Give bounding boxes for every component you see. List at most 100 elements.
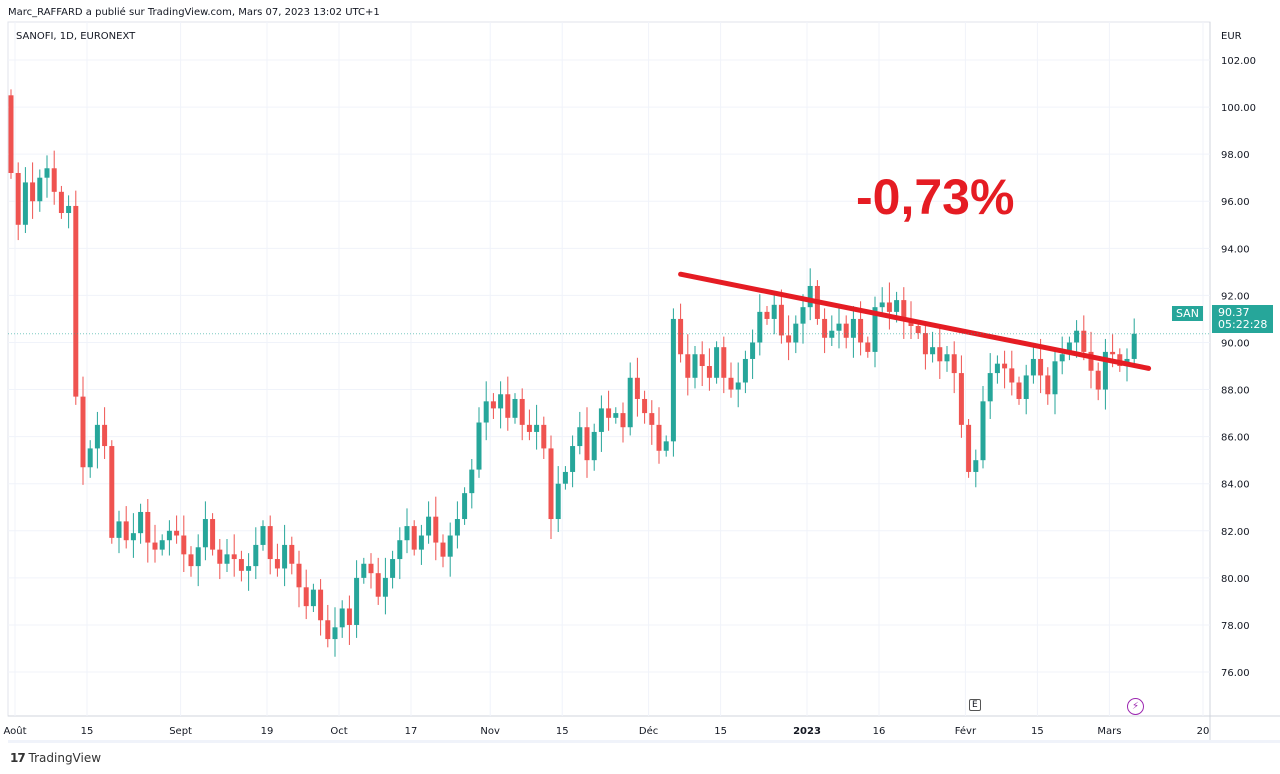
y-tick-label: 88.00 — [1221, 386, 1250, 397]
candle-body — [1131, 333, 1137, 359]
candle-body — [130, 533, 136, 541]
candle-body — [1052, 361, 1058, 395]
candle-body — [505, 394, 511, 418]
candle-body — [138, 511, 144, 534]
candle-body — [1102, 351, 1108, 390]
candle-body — [562, 471, 568, 484]
candle-body — [757, 311, 763, 343]
candle-body — [958, 373, 964, 425]
candle-body — [980, 401, 986, 461]
x-tick-label: 20 — [1197, 726, 1210, 737]
candle-body — [217, 549, 223, 564]
candle-body — [973, 460, 979, 472]
candle-body — [822, 318, 828, 338]
candle-body — [1066, 342, 1072, 355]
candle-body — [382, 577, 388, 597]
candle-body — [613, 413, 619, 418]
candle-body — [246, 566, 252, 571]
y-tick-label: 102.00 — [1221, 56, 1256, 67]
candle-body — [793, 323, 799, 343]
publisher-line: Marc_RAFFARD a publié sur TradingView.co… — [8, 7, 380, 18]
x-tick-label: Févr — [955, 725, 977, 737]
candle-body — [512, 398, 518, 418]
candle-body — [145, 511, 151, 543]
ticker-badge: SAN — [1172, 306, 1203, 321]
candle-body — [454, 519, 460, 536]
candle-body — [159, 540, 165, 550]
candle-body — [260, 526, 266, 545]
candle-body — [1023, 375, 1029, 399]
symbol-title: SANOFI, 1D, EURONEXT — [16, 31, 136, 42]
candle-body — [656, 424, 662, 451]
bar-countdown: 05:22:28 — [1218, 318, 1268, 331]
candle-body — [994, 363, 1000, 374]
candle-body — [87, 448, 93, 468]
candle-body — [1074, 330, 1080, 343]
candle-body — [858, 318, 864, 343]
candle-body — [1016, 382, 1022, 399]
candle-body — [224, 554, 230, 564]
candle-body — [1088, 351, 1094, 371]
candle-body — [174, 530, 180, 536]
candle-body — [606, 408, 612, 418]
candle-body — [274, 559, 280, 569]
candle-body — [807, 285, 813, 308]
dividend-lightning-icon[interactable]: ⚡ — [1127, 698, 1144, 715]
last-price-badge: 90.37 05:22:28 — [1212, 305, 1274, 333]
candle-body — [1110, 351, 1116, 355]
y-tick-label: 98.00 — [1221, 150, 1250, 161]
candle-body — [634, 377, 640, 399]
candle-body — [577, 427, 583, 447]
candle-body — [267, 526, 273, 560]
candle-body — [829, 330, 835, 338]
y-tick-label: 86.00 — [1221, 433, 1250, 444]
percent-change-annotation: -0,73% — [856, 169, 1015, 225]
candle-body — [390, 559, 396, 578]
candle-body — [116, 521, 122, 538]
candle-body — [289, 544, 295, 564]
candle-body — [44, 168, 50, 178]
candle-body — [872, 307, 878, 352]
candle-body — [786, 335, 792, 343]
x-tick-label: 17 — [405, 726, 418, 737]
x-tick-label: Sept — [169, 726, 192, 737]
last-price: 90.37 — [1218, 306, 1250, 319]
x-tick-label: 15 — [714, 726, 727, 737]
x-tick-label: 2023 — [793, 726, 821, 737]
candle-body — [375, 573, 381, 597]
currency-label: EUR — [1221, 31, 1242, 42]
candle-body — [800, 307, 806, 324]
x-tick-label: 19 — [261, 726, 274, 737]
candle-body — [325, 620, 331, 640]
candle-body — [879, 302, 885, 308]
candle-body — [555, 483, 561, 520]
candle-body — [541, 424, 547, 449]
candle-body — [30, 182, 36, 202]
candle-body — [1081, 330, 1087, 352]
candle-body — [58, 191, 64, 214]
candle-body — [303, 587, 309, 607]
tradingview-logo[interactable]: 17 TradingView — [10, 751, 102, 765]
candle-body — [930, 347, 936, 355]
x-tick-label: 15 — [1031, 726, 1044, 737]
candle-body — [22, 182, 28, 225]
trend-line — [678, 271, 1152, 371]
x-tick-label: 16 — [873, 726, 886, 737]
candle-body — [901, 300, 907, 319]
earnings-marker[interactable]: E — [969, 699, 981, 711]
candle-body — [699, 354, 705, 367]
candle-body — [865, 342, 871, 352]
candle-body — [397, 540, 403, 560]
candle-body — [483, 401, 489, 423]
candle-body — [735, 382, 741, 390]
candle-body — [886, 302, 892, 312]
candle-body — [404, 526, 410, 541]
candle-body — [310, 589, 316, 607]
candle-body — [188, 554, 194, 567]
candle-body — [526, 424, 532, 432]
candle-body — [462, 493, 468, 520]
candle-body — [987, 373, 993, 402]
candle-body — [15, 172, 21, 225]
candle-body — [296, 563, 302, 588]
